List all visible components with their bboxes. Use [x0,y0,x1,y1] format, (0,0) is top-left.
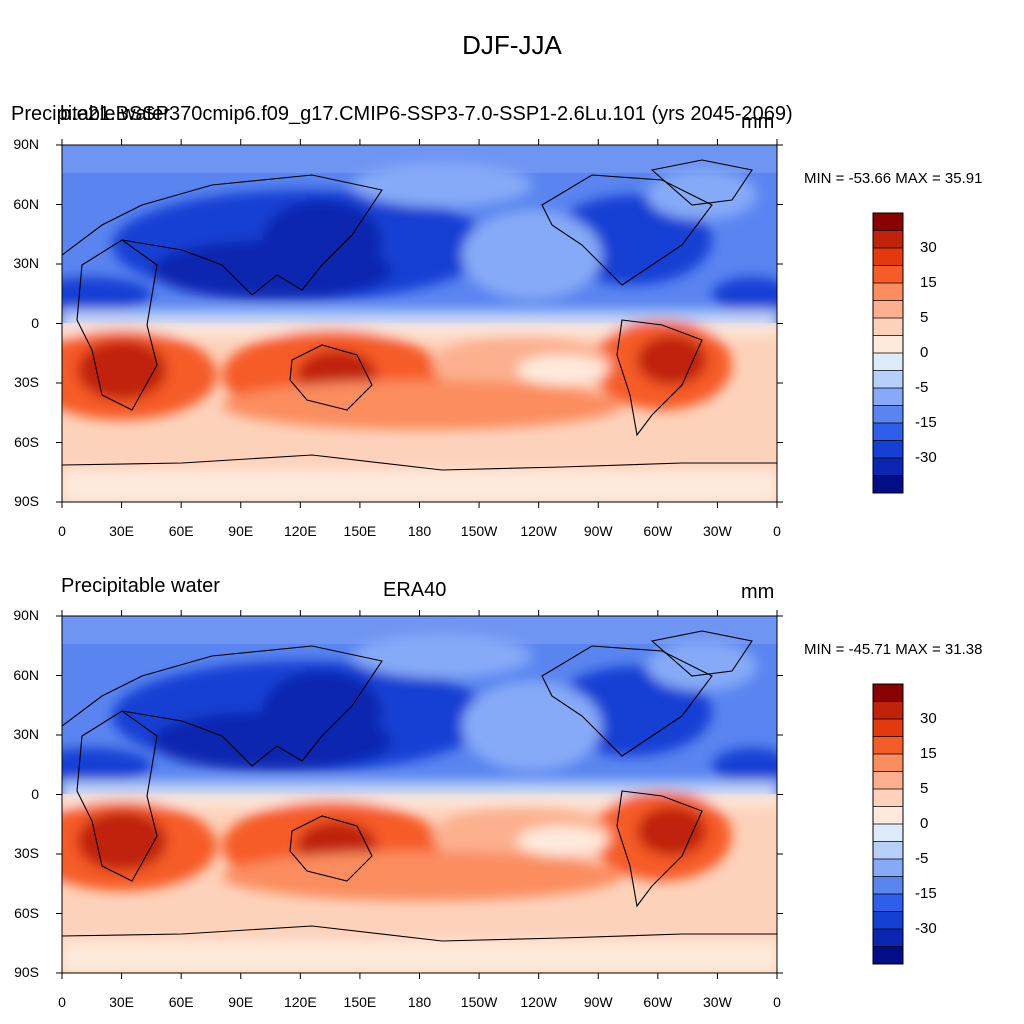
colorbar-segment [873,754,903,772]
lon-label: 60E [168,523,194,539]
lon-label: 120W [520,994,557,1010]
colorbar-segment [873,824,903,842]
colorbar-segment [873,475,903,494]
panel2-left-title: Precipitable water [61,575,220,597]
colorbar-label: 0 [920,815,929,832]
lat-label: 60S [14,904,39,921]
lon-label: 30E [109,523,135,539]
lat-label: 60N [13,666,39,683]
colorbar-segment [873,335,903,354]
lat-label: 0 [31,785,39,802]
colorbar-segment [873,701,903,720]
colorbar-segment [873,806,903,825]
lon-label: 60E [168,994,194,1010]
colorbar-segment [873,353,903,371]
colorbar-label: 30 [920,710,937,727]
lat-label: 90N [13,136,39,152]
lon-label: 120E [283,994,317,1010]
figure-title: DJF-JJA [462,30,562,60]
colorbar-segment [873,789,903,807]
colorbar-segment [873,213,903,231]
colorbar-segment [873,388,903,406]
colorbar-segment [873,318,903,336]
panel2-minmax: MIN = -45.71 MAX = 31.38 [804,641,983,658]
lon-label: 150E [343,523,377,539]
colorbar-label: -30 [915,920,937,937]
colorbar-label: -15 [915,414,937,431]
colorbar-label: 5 [920,780,929,797]
lat-label: 90S [14,493,39,509]
panel1-minmax: MIN = -53.66 MAX = 35.91 [804,170,983,187]
colorbar-segment [873,841,903,860]
lon-label: 180 [407,523,432,539]
lat-label: 0 [31,314,39,331]
lon-label: 90W [583,994,613,1010]
lat-label: 30S [14,374,39,390]
colorbar-segment [873,946,903,965]
lon-label: 120E [283,523,317,539]
colorbar-segment [873,894,903,912]
lon-label: 60W [643,523,673,539]
colorbar-segment [873,265,903,284]
lon-label: 60W [643,994,673,1010]
colorbar-label: 30 [920,239,937,256]
colorbar-label: 15 [920,274,937,291]
lon-label: 0 [58,994,66,1010]
panel2-center-title: ERA40 [383,579,447,601]
colorbar-label: -5 [915,850,929,867]
colorbar-segment [873,300,903,319]
colorbar-segment [873,440,903,459]
colorbar-segment [873,876,903,895]
colorbar-label: -30 [915,449,937,466]
lon-label: 150W [460,994,498,1010]
lon-label: 150W [460,523,498,539]
lon-label: 0 [58,523,66,539]
lat-label: 30S [14,845,39,861]
lon-label: 180 [407,994,432,1010]
lon-label: 30W [703,994,732,1010]
colorbar-segment [873,423,903,441]
lon-label: 150E [343,994,377,1010]
lat-label: 60S [14,433,39,450]
lat-label: 60N [13,195,39,212]
colorbar-segment [873,911,903,930]
colorbar-label: 5 [920,309,929,326]
colorbar-segment [873,230,903,249]
colorbar-label: -15 [915,885,937,902]
lon-label: 90W [583,523,613,539]
panel2-units: mm [741,581,775,603]
lon-label: 120W [520,523,557,539]
lat-label: 90S [14,964,39,980]
colorbar-label: 15 [920,745,937,762]
lat-label: 90N [13,607,39,623]
colorbar-segment [873,370,903,389]
lon-label: 0 [773,523,781,539]
colorbar-label: -5 [915,379,929,396]
colorbar-segment [873,283,903,301]
colorbar-segment [873,405,903,424]
colorbar-segment [873,684,903,702]
panel2-map [61,615,778,974]
lon-label: 30W [703,523,732,539]
colorbar-segment [873,458,903,476]
panel1-left-title: Precipitable water [11,103,170,125]
colorbar-segment [873,929,903,947]
lon-label: 90E [228,994,254,1010]
colorbar-label: 0 [920,344,929,361]
lon-label: 0 [773,994,781,1010]
colorbar-segment [873,771,903,790]
panel1-center-title: b.e21.BSSP370cmip6.f09_g17.CMIP6-SSP3-7.… [60,103,793,125]
lat-label: 30N [13,255,39,271]
colorbar-segment [873,248,903,266]
colorbar-segment [873,736,903,755]
lat-label: 30N [13,726,39,742]
panel1-units: mm [741,111,775,133]
colorbar-segment [873,719,903,737]
lon-label: 30E [109,994,135,1010]
colorbar-segment [873,859,903,877]
panel1-map [61,144,778,503]
lon-label: 90E [228,523,254,539]
